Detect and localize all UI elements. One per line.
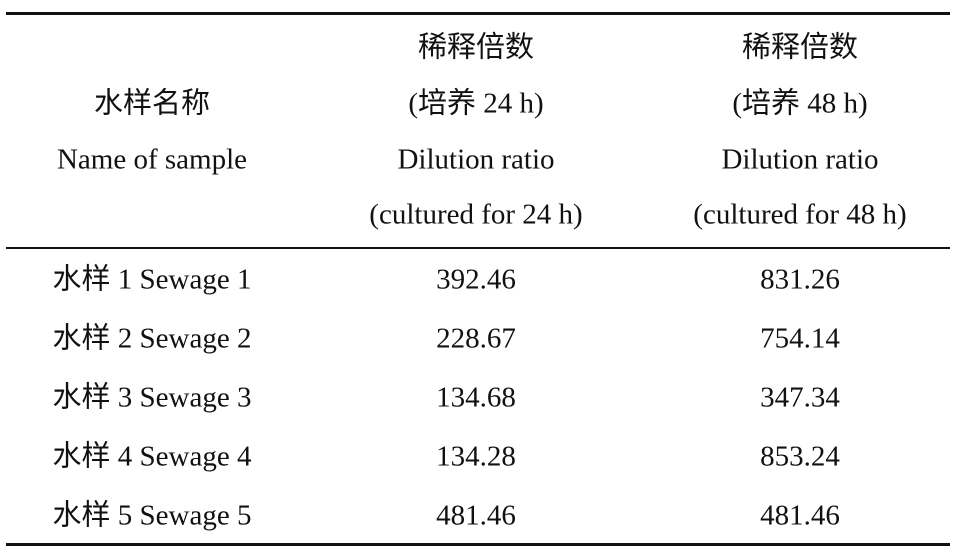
dilution-ratio: 853.24 (760, 440, 840, 473)
header-cell: (cultured for 48 h) (693, 198, 907, 231)
bottom-rule (6, 543, 950, 546)
header-cell: (培养 48 h) (732, 87, 868, 120)
dilution-ratio: 347.34 (760, 381, 840, 414)
dilution-ratio: 134.28 (436, 440, 516, 473)
header-cell: 稀释倍数 (741, 31, 858, 64)
sample-name: 水样 4 Sewage 4 (52, 440, 252, 473)
dilution-ratio: 134.68 (436, 381, 516, 414)
sample-name: 水样 1 Sewage 1 (52, 263, 252, 296)
header-cell: Dilution ratio (721, 143, 879, 176)
header-cell: 稀释倍数 (417, 31, 534, 64)
dilution-ratio: 481.46 (436, 499, 516, 532)
sample-name: 水样 2 Sewage 2 (52, 322, 252, 355)
header-cell: Name of sample (56, 143, 248, 176)
dilution-ratio: 481.46 (760, 499, 840, 532)
dilution-ratio: 754.14 (760, 322, 840, 355)
header-rule (6, 247, 950, 249)
top-rule (6, 12, 950, 15)
dilution-ratio: 228.67 (436, 322, 516, 355)
sample-name: 水样 3 Sewage 3 (52, 381, 252, 414)
header-cell: (培养 24 h) (408, 87, 544, 120)
header-cell: 水样名称 (93, 87, 210, 120)
dilution-ratio: 392.46 (436, 263, 516, 296)
header-cell: Dilution ratio (397, 143, 555, 176)
header-cell: (cultured for 24 h) (369, 198, 583, 231)
sample-name: 水样 5 Sewage 5 (52, 499, 252, 532)
dilution-ratio: 831.26 (760, 263, 840, 296)
